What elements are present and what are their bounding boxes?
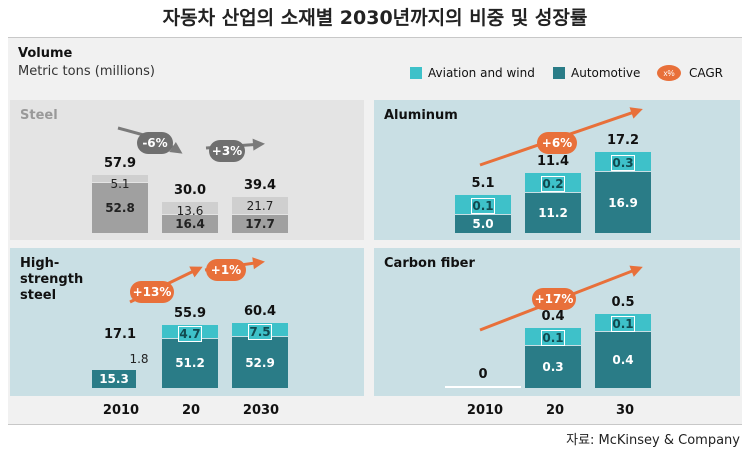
- data-label-aviation: 0.1: [541, 330, 565, 346]
- bar-automotive: [525, 346, 581, 388]
- panel-title: High-strength steel: [20, 256, 84, 303]
- bar-aviation: [92, 174, 148, 182]
- page-title: 자동차 산업의 소재별 2030년까지의 비중 및 성장률: [162, 7, 588, 29]
- bar-aviation: [162, 202, 218, 214]
- bar-automotive: [455, 215, 511, 233]
- cagr-badge: +6%: [537, 132, 577, 154]
- cagr-badge: +17%: [532, 288, 576, 310]
- x-label-right-2: 30: [615, 403, 635, 418]
- legend-aviation-label: Aviation and wind: [428, 66, 535, 80]
- data-label-total: 55.9: [173, 305, 207, 321]
- legend-automotive-label: Automotive: [571, 66, 641, 80]
- x-label-left-2: 2030: [242, 403, 280, 418]
- x-label-left-1: 20: [181, 403, 201, 418]
- x-label-right-1: 20: [545, 403, 565, 418]
- cagr-badge-icon: x%: [657, 65, 681, 81]
- data-label-total: 0: [478, 367, 488, 382]
- data-label-automotive: 11.2: [538, 205, 568, 220]
- data-label-aviation: 0.1: [611, 316, 635, 332]
- data-label-total: 39.4: [243, 178, 277, 193]
- data-label-aviation: 0.3: [611, 155, 635, 172]
- data-label-aviation: 4.7: [178, 325, 202, 342]
- data-label-total: 17.2: [606, 133, 640, 149]
- data-label-aviation: 5.1: [110, 176, 130, 191]
- legend-cagr: x% CAGR: [655, 64, 723, 82]
- data-label-aviation: 13.6: [176, 204, 204, 219]
- data-label-automotive: 52.9: [245, 355, 275, 370]
- panel-title: Carbon fiber: [384, 256, 475, 271]
- bar-automotive: [92, 370, 136, 388]
- data-label-total: 17.1: [103, 327, 137, 342]
- bar-automotive: [92, 182, 148, 233]
- x-label-left-0: 2010: [102, 403, 140, 418]
- data-label-total: 0.5: [611, 295, 635, 310]
- data-label-automotive: 16.4: [175, 217, 205, 231]
- data-label-total: 0.4: [541, 309, 565, 324]
- bar-baseline: [445, 386, 521, 388]
- data-label-automotive: 0.3: [542, 360, 564, 374]
- bar-automotive: [595, 172, 651, 233]
- bar-automotive: [162, 338, 218, 388]
- legend-automotive: Automotive: [553, 64, 640, 82]
- data-label-aviation: 1.8: [129, 352, 149, 366]
- data-label-automotive: 0.4: [612, 353, 634, 367]
- cagr-badge: +3%: [209, 140, 245, 162]
- data-label-automotive: 5.0: [472, 217, 494, 231]
- data-label-automotive: 51.2: [175, 356, 205, 371]
- data-label-aviation: 7.5: [248, 324, 272, 341]
- x-label-right-0: 2010: [466, 403, 504, 418]
- volume-subtitle: Metric tons (millions): [18, 64, 155, 79]
- data-label-total: 30.0: [173, 183, 207, 199]
- legend-automotive-swatch: [553, 67, 565, 79]
- cagr-badge: -6%: [137, 132, 173, 154]
- bar-automotive: [232, 215, 288, 233]
- legend-aviation-swatch: [410, 67, 422, 79]
- bar-automotive: [232, 337, 288, 388]
- bar-automotive: [595, 332, 651, 388]
- legend-cagr-label: CAGR: [689, 66, 724, 80]
- source-note: 자료: McKinsey & Company: [566, 433, 740, 448]
- data-label-total: 60.4: [243, 304, 277, 320]
- data-label-aviation: 21.7: [246, 199, 274, 213]
- legend-aviation: Aviation and wind: [410, 64, 535, 82]
- panel-title: Steel: [20, 108, 58, 123]
- cagr-badge: +13%: [130, 281, 174, 303]
- data-label-automotive: 16.9: [608, 195, 638, 210]
- data-label-aviation: 0.2: [541, 175, 565, 192]
- volume-title: Volume: [18, 46, 73, 61]
- data-label-automotive: 15.3: [99, 372, 129, 386]
- cagr-badge: +1%: [206, 259, 246, 281]
- data-label-automotive: 52.8: [105, 200, 135, 215]
- bar-automotive: [525, 192, 581, 233]
- data-label-total: 57.9: [103, 155, 137, 171]
- data-label-total: 11.4: [536, 153, 570, 169]
- bar-aviation: [232, 197, 288, 214]
- panel-title: Aluminum: [384, 108, 458, 123]
- data-label-total: 5.1: [471, 176, 495, 191]
- data-label-automotive: 17.7: [245, 217, 275, 231]
- data-label-aviation: 0.1: [471, 198, 495, 214]
- bar-automotive: [162, 215, 218, 233]
- svg-text:x%: x%: [663, 69, 674, 78]
